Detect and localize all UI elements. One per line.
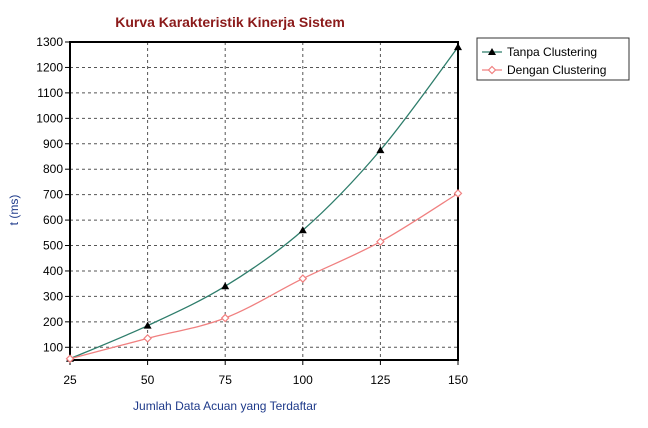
series-0-point-2 <box>221 282 230 290</box>
y-tick-label-12: 1300 <box>36 35 63 49</box>
x-tick-label-5: 150 <box>448 373 468 387</box>
y-tick-label-7: 800 <box>43 162 63 176</box>
x-tick-label-3: 100 <box>293 373 313 387</box>
series-line-0 <box>69 46 459 360</box>
x-tick-label-2: 75 <box>219 373 233 387</box>
series-0-point-4 <box>376 146 385 154</box>
legend-label-1: Dengan Clustering <box>507 63 606 77</box>
plot-frame <box>69 41 459 361</box>
series-0-point-5 <box>454 43 462 51</box>
y-tick-label-3: 400 <box>43 264 63 278</box>
series-0-point-3 <box>298 226 307 234</box>
series-1-point-4 <box>376 237 385 247</box>
y-tick-label-1: 200 <box>43 315 63 329</box>
y-tick-label-10: 1100 <box>37 86 63 100</box>
y-tick-label-4: 500 <box>43 239 63 253</box>
y-axis-label: t (ms) <box>7 195 21 226</box>
legend-label-0: Tanpa Clustering <box>507 45 597 59</box>
x-tick-label-0: 25 <box>63 373 77 387</box>
grid <box>70 41 458 360</box>
y-tick-label-2: 300 <box>43 289 63 303</box>
legend-box <box>476 37 630 81</box>
y-tick-label-6: 700 <box>43 188 63 202</box>
series-1-point-5 <box>453 189 463 198</box>
series-1-point-3 <box>298 274 308 283</box>
legend: Tanpa Clustering Dengan Clustering <box>476 37 630 81</box>
y-tick-label-11: 1200 <box>36 60 63 74</box>
x-axis-ticks: 25 50 75 100 125 150 <box>63 360 468 387</box>
y-tick-label-0: 100 <box>43 340 63 354</box>
chart-title: Kurva Karakteristik Kinerja Sistem <box>115 14 345 30</box>
y-tick-label-9: 1000 <box>36 111 63 125</box>
y-tick-label-5: 600 <box>43 213 63 227</box>
series-1-point-1 <box>143 334 152 343</box>
series-1-point-2 <box>220 313 230 323</box>
legend-item-0: Tanpa Clustering <box>482 45 597 59</box>
legend-marker-1 <box>487 65 497 75</box>
series-0-point-1 <box>143 321 152 329</box>
series-0 <box>66 43 462 362</box>
x-tick-label-4: 125 <box>370 373 390 387</box>
legend-item-1: Dengan Clustering <box>482 63 606 77</box>
legend-marker-0 <box>488 48 496 55</box>
series-layer <box>65 43 463 364</box>
y-axis-ticks: 100 200 300 400 500 600 700 800 900 1000 1100 1200 1… <box>36 35 70 354</box>
y-tick-label-8: 900 <box>43 137 63 151</box>
series-1-point-0 <box>65 354 75 364</box>
x-tick-label-1: 50 <box>141 373 155 387</box>
series-1 <box>65 189 463 364</box>
x-axis-label: Jumlah Data Acuan yang Terdaftar <box>133 399 317 413</box>
